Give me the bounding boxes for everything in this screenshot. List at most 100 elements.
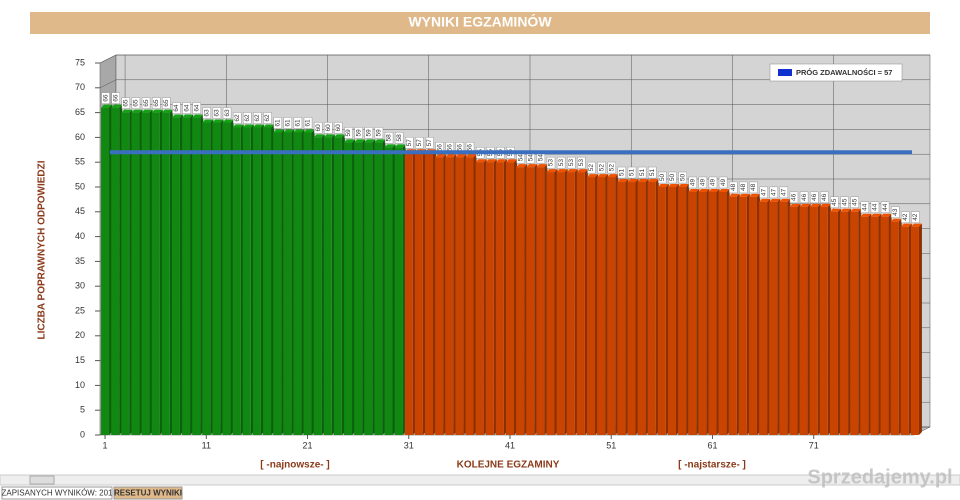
- legend-swatch: [778, 69, 792, 76]
- bar-top: [374, 139, 386, 143]
- data-label: 53: [568, 159, 575, 167]
- bar-top: [809, 203, 821, 207]
- data-label-box: [273, 117, 282, 129]
- data-label: 59: [365, 129, 372, 137]
- bar: [637, 182, 646, 435]
- bar: [840, 211, 849, 435]
- bar-top: [607, 174, 619, 178]
- data-label: 51: [649, 169, 656, 177]
- data-label: 65: [163, 99, 170, 107]
- bar-top: [232, 124, 244, 128]
- data-label-box: [698, 176, 708, 189]
- data-label-box: [708, 176, 718, 189]
- data-label: 43: [892, 208, 899, 216]
- data-label: 59: [376, 129, 383, 137]
- bar: [394, 147, 403, 435]
- bar-top: [192, 114, 204, 118]
- data-label: 64: [193, 104, 200, 112]
- bar: [617, 182, 626, 435]
- bar-top: [475, 159, 487, 163]
- bar: [141, 112, 150, 435]
- bar: [708, 191, 717, 435]
- y-tick-label: 25: [75, 305, 85, 315]
- data-label: 46: [811, 193, 818, 201]
- bar: [435, 157, 444, 436]
- bar-top: [748, 193, 760, 197]
- bar-top: [880, 213, 892, 217]
- data-label: 48: [730, 183, 737, 191]
- data-label-box: [850, 196, 859, 209]
- data-label: 47: [760, 188, 767, 196]
- x-tick-label: 51: [606, 440, 616, 450]
- bar-top: [688, 188, 700, 192]
- bar: [657, 187, 666, 435]
- y-tick-label: 50: [75, 181, 85, 191]
- bar: [910, 226, 919, 435]
- bar-top: [576, 169, 588, 173]
- y-tick-label: 0: [80, 429, 85, 439]
- data-label-box: [232, 112, 242, 124]
- bar-top: [121, 109, 133, 113]
- bar-top: [171, 114, 183, 118]
- data-label-box: [263, 112, 272, 124]
- bar: [263, 127, 272, 435]
- bar: [769, 201, 778, 435]
- grid-line: [99, 79, 117, 89]
- x-tick-label: 11: [202, 440, 211, 450]
- data-label: 46: [801, 193, 808, 201]
- bar-top: [333, 134, 345, 138]
- data-label: 45: [831, 198, 838, 206]
- data-label-box: [384, 132, 394, 144]
- data-label: 58: [386, 134, 393, 142]
- data-label: 60: [335, 124, 342, 132]
- y-tick-label: 70: [75, 82, 85, 92]
- data-label: 48: [750, 183, 757, 191]
- reset-button-label[interactable]: RESETUJ WYNIKI: [114, 489, 182, 498]
- data-label: 66: [112, 94, 119, 102]
- scroll-thumb[interactable]: [29, 475, 55, 485]
- bar-top: [323, 134, 335, 138]
- data-label-box: [729, 181, 738, 194]
- bar-top: [900, 223, 912, 227]
- data-label: 44: [882, 203, 889, 211]
- data-label-box: [354, 127, 363, 139]
- bar: [829, 211, 838, 435]
- scrollbar[interactable]: [0, 474, 960, 486]
- bar-top: [910, 223, 922, 227]
- y-tick-label: 15: [75, 355, 85, 365]
- bar-top: [151, 109, 163, 113]
- x-tick-label: 1: [103, 440, 108, 450]
- bar: [273, 132, 282, 435]
- data-label-box: [870, 201, 880, 213]
- reset-button[interactable]: [113, 486, 183, 500]
- saved-count: ZAPISANYCH WYNIKÓW: 201: [2, 489, 114, 498]
- data-label-box: [334, 122, 343, 134]
- bar-top: [667, 184, 679, 187]
- bar: [546, 172, 555, 435]
- data-label: 66: [102, 94, 109, 102]
- bar-top: [728, 193, 740, 197]
- bar-top: [738, 193, 750, 197]
- data-label-box: [830, 196, 839, 209]
- data-label: 49: [710, 178, 717, 186]
- data-label-box: [374, 127, 384, 139]
- bar: [344, 142, 353, 436]
- data-label-box: [668, 171, 677, 184]
- data-label-box: [607, 161, 616, 174]
- data-label: 53: [578, 159, 585, 167]
- x-tick-label: 31: [404, 440, 414, 450]
- bar: [364, 142, 373, 436]
- bar: [455, 157, 464, 436]
- data-label: 59: [355, 129, 362, 137]
- bar: [151, 112, 160, 435]
- data-label: 47: [781, 188, 788, 196]
- data-label: 49: [720, 178, 727, 186]
- data-label-box: [678, 171, 687, 184]
- bar: [445, 157, 454, 436]
- data-label: 56: [467, 144, 474, 152]
- data-label-box: [162, 97, 171, 109]
- bar: [880, 216, 889, 435]
- data-label-box: [658, 171, 667, 184]
- bar: [748, 196, 757, 435]
- data-label-box: [820, 191, 829, 204]
